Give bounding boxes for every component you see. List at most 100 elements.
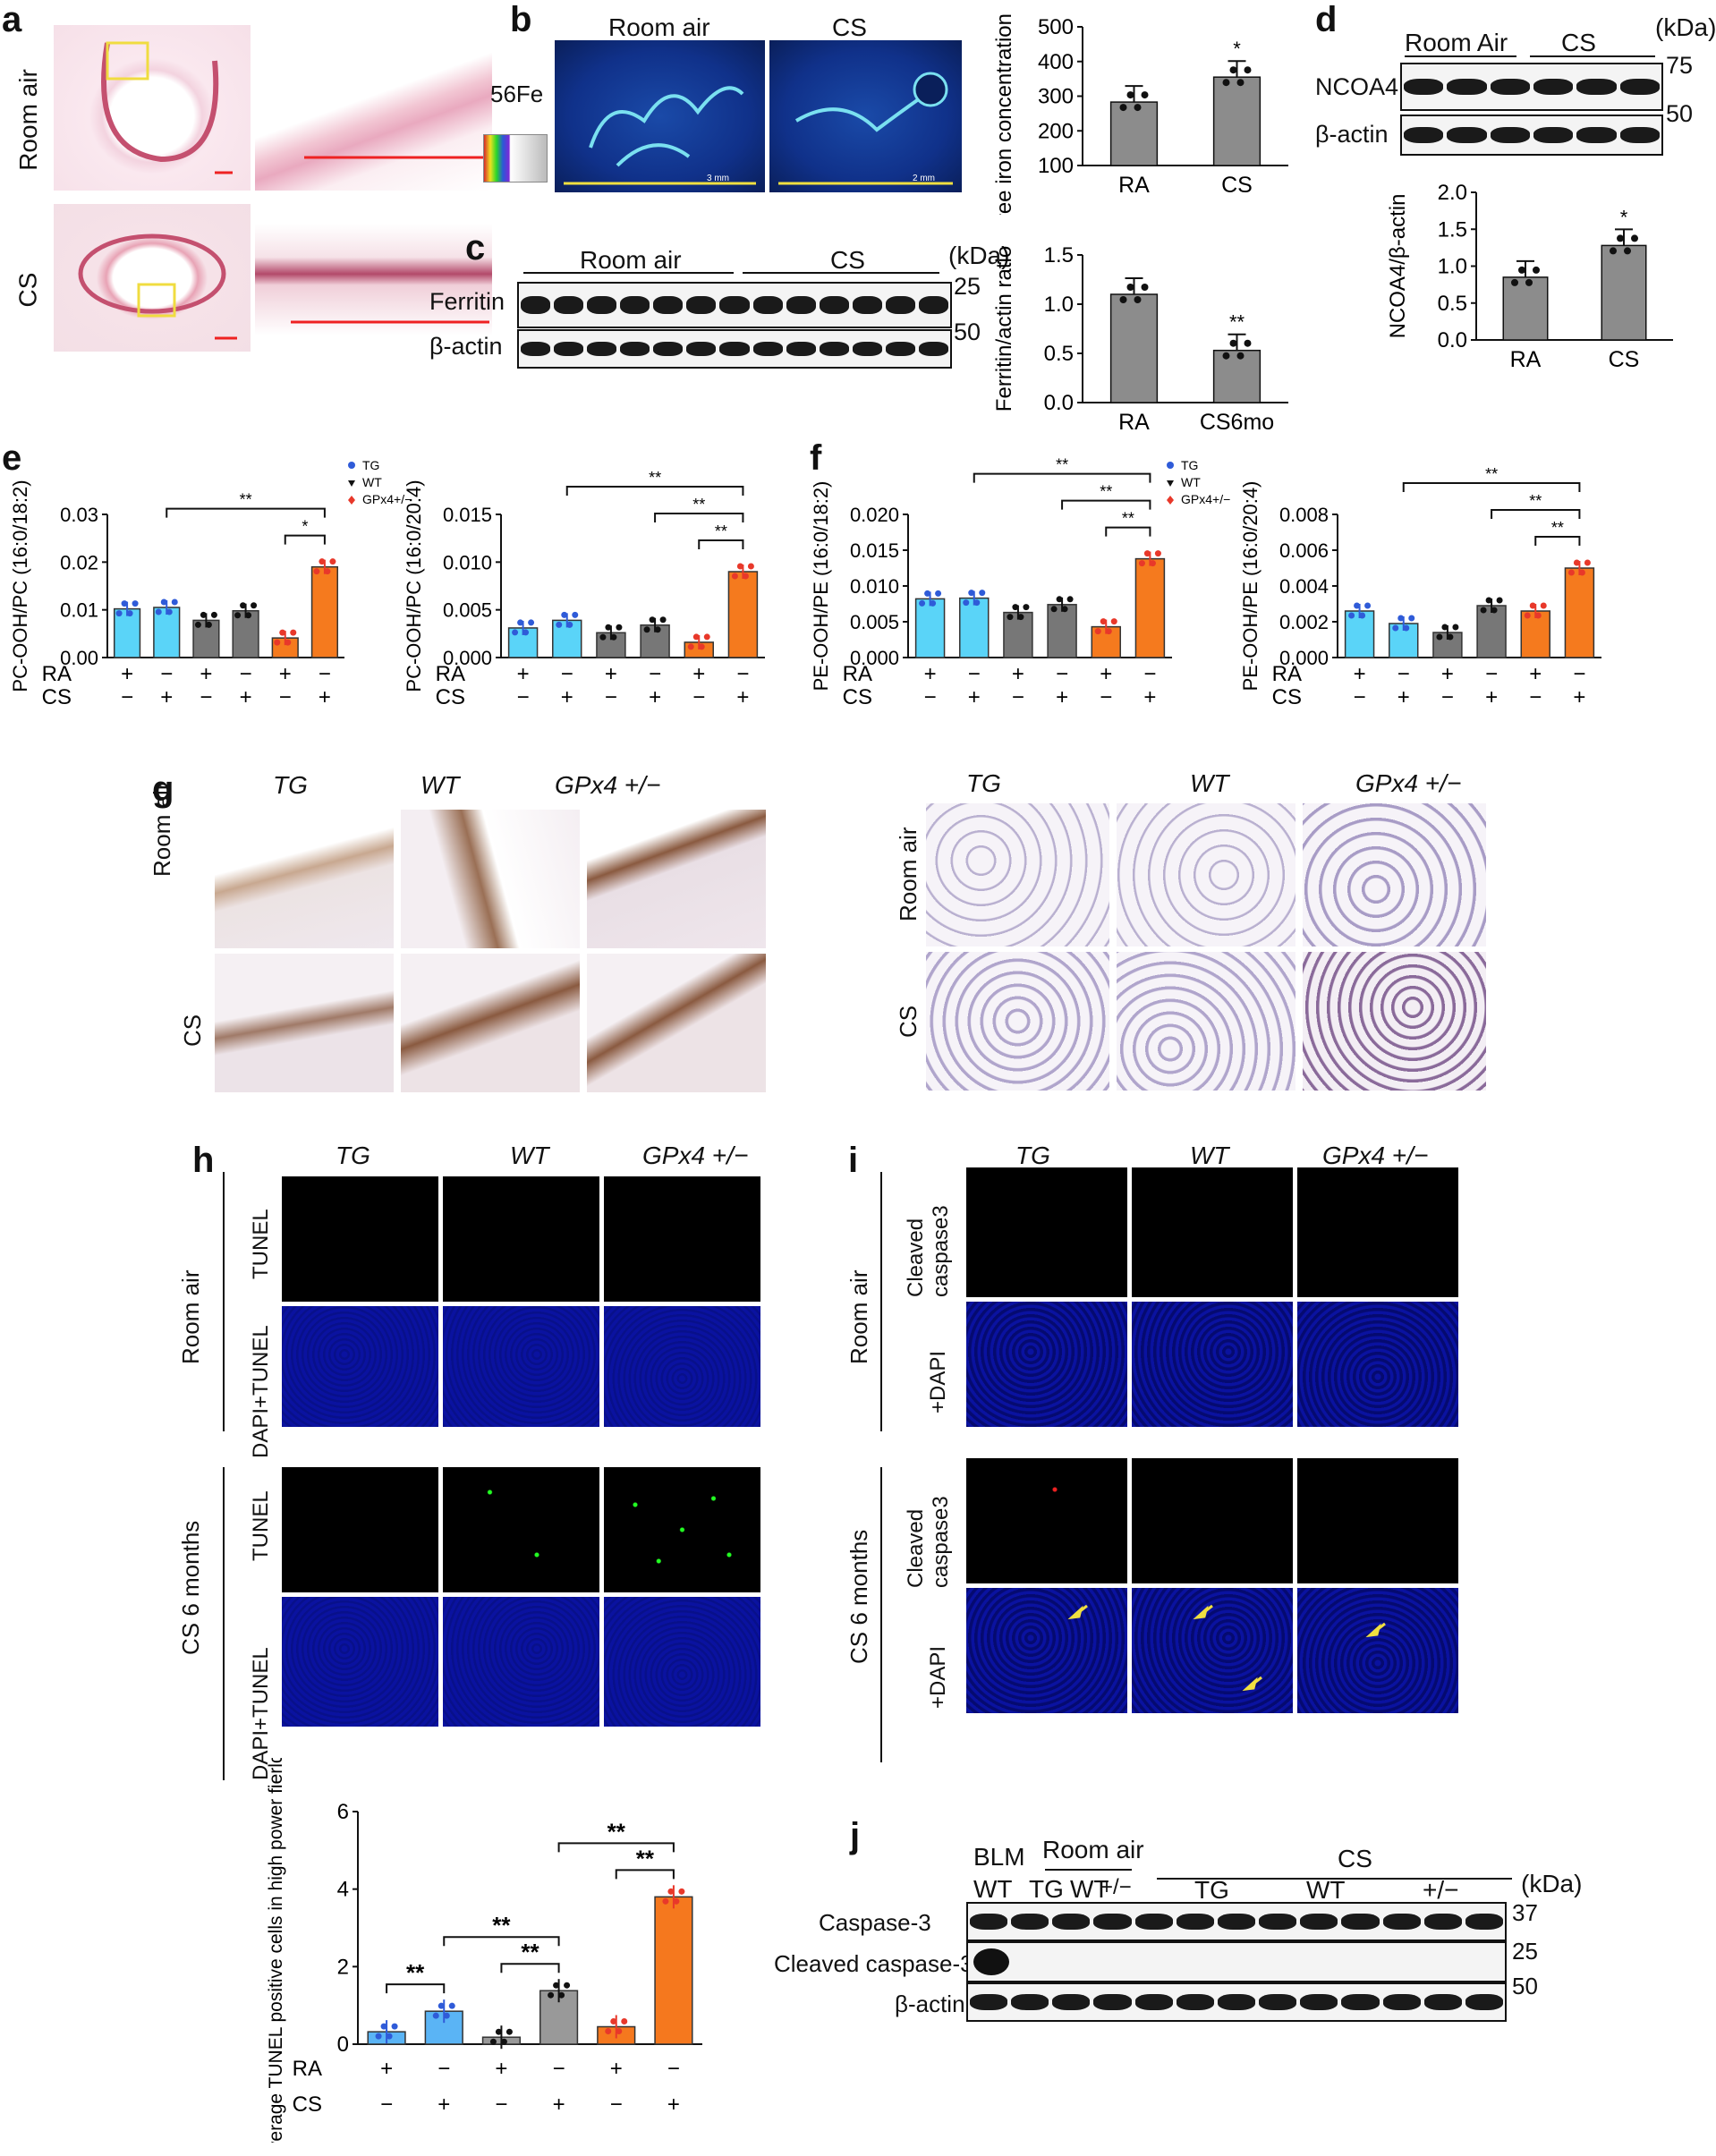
data-point	[1119, 104, 1127, 112]
data-point	[1511, 278, 1518, 286]
y-tick-label: 1.0	[1438, 255, 1467, 279]
cleaved-caspase3-blot	[966, 1941, 1507, 1982]
data-point	[1007, 614, 1014, 621]
y-tick-label: 0.006	[1279, 539, 1329, 562]
data-point	[1436, 633, 1443, 641]
y-tick-label: 0.010	[443, 551, 492, 573]
data-point	[605, 2028, 612, 2034]
panel-i-geno-tg: TG	[1015, 1142, 1050, 1169]
panel-j-lane-wt-ra: WT	[1070, 1875, 1109, 1903]
iron-map-room-air: 3 mm	[555, 40, 765, 192]
data-point	[1126, 284, 1134, 291]
panel-j-group-blm: BLM	[973, 1843, 1025, 1871]
blot-band	[587, 342, 617, 356]
ihc-airway-room-air-tg	[215, 810, 394, 948]
caspase-cs-tg	[966, 1458, 1127, 1583]
data-point	[1403, 624, 1410, 632]
caspase3-blot	[966, 1902, 1507, 1941]
data-point	[1540, 602, 1547, 609]
bar	[1502, 276, 1549, 341]
y-tick-label: 0.01	[60, 599, 98, 622]
y-tick-label: 0	[337, 2033, 349, 2057]
data-point	[659, 616, 667, 624]
y-axis-label: PC-OOH/PC (16:0/20:4)	[403, 480, 425, 692]
blot-band	[1300, 1994, 1338, 2010]
data-point	[599, 633, 607, 641]
blot-band	[1447, 79, 1487, 95]
ra-sign: −	[736, 662, 749, 686]
bar	[1476, 605, 1507, 658]
significance-label: *	[1620, 206, 1628, 228]
data-point	[1480, 607, 1487, 614]
panel-label-f: f	[810, 438, 822, 478]
data-point	[324, 568, 331, 575]
blot-band	[1465, 1914, 1503, 1930]
x-tick-label: CS	[1609, 347, 1640, 372]
data-point	[437, 2002, 445, 2009]
ra-sign: −	[649, 662, 661, 686]
y-tick-label: 0.000	[850, 647, 899, 669]
data-point	[556, 621, 563, 628]
tunel-room-air-wt	[443, 1176, 599, 1302]
data-point	[1149, 560, 1156, 567]
data-point	[1624, 247, 1631, 255]
panel-c-group-cs: CS	[830, 246, 865, 274]
blot-band	[1134, 1914, 1173, 1930]
data-point	[1229, 66, 1237, 74]
ra-sign: −	[553, 2057, 565, 2081]
data-point	[736, 563, 743, 570]
data-point	[1452, 624, 1459, 631]
blot-band	[1217, 1914, 1256, 1930]
cs-sign: +	[1573, 685, 1585, 709]
data-point	[1105, 628, 1112, 635]
blot-band	[970, 1914, 1008, 1930]
chart-ncoa4: 0.0 0.5 1.0 1.5 2.0 NCOA4/β-actin RA CS *	[1386, 181, 1673, 372]
y-tick-label: 6	[337, 1800, 349, 1824]
blot-band	[918, 342, 948, 356]
data-point	[742, 573, 749, 580]
blot-band	[1619, 127, 1660, 143]
y-tick-label: 0.015	[850, 539, 899, 562]
cs-sign: −	[605, 685, 617, 709]
data-point	[205, 621, 212, 628]
significance-bracket	[654, 513, 744, 522]
blot-band	[1490, 127, 1530, 143]
data-point	[731, 573, 738, 580]
significance-bracket	[1534, 536, 1581, 546]
significance-bracket	[565, 486, 744, 496]
data-point	[1631, 234, 1638, 242]
blot-band	[1300, 1914, 1338, 1930]
histology-image-room-air-overview	[54, 25, 251, 191]
bar	[1564, 567, 1595, 658]
blot-band	[852, 342, 882, 356]
significance-bracket	[557, 1842, 675, 1853]
panel-d-group-room-air: Room Air	[1405, 29, 1508, 56]
blot-band	[1423, 1994, 1462, 2010]
caspase-cs-wt	[1132, 1458, 1293, 1583]
panel-i-group-lines	[880, 1172, 882, 1762]
data-point	[1222, 352, 1230, 360]
ra-sign: −	[160, 662, 173, 686]
bar	[1601, 244, 1647, 341]
data-point	[1126, 91, 1134, 99]
blot-band	[1465, 1994, 1503, 2010]
chart-ferritin-ratio: 0.0 0.5 1.0 1.5 Ferritin/actin ratio RA CS6mo *…	[992, 243, 1288, 435]
bar	[654, 1896, 693, 2045]
y-tick-label: 2	[337, 1955, 349, 1979]
blot-band	[970, 1994, 1008, 2010]
panel-j-lane-wt-cs: WT	[1306, 1876, 1346, 1904]
data-point	[1141, 284, 1149, 291]
data-point	[171, 598, 178, 606]
significance-label: **	[521, 1939, 539, 1965]
significance-bracket	[284, 534, 326, 545]
significance-bracket	[500, 1963, 560, 1974]
blot-band	[1490, 79, 1530, 95]
bar	[1109, 293, 1159, 403]
y-axis-label: PE-OOH/PE (16:0/18:2)	[810, 481, 832, 692]
data-point	[572, 611, 579, 618]
data-point	[512, 629, 519, 636]
data-point	[495, 2028, 502, 2035]
bar	[1212, 76, 1262, 166]
y-tick-label: 1.0	[1044, 293, 1074, 317]
data-point	[610, 633, 617, 641]
